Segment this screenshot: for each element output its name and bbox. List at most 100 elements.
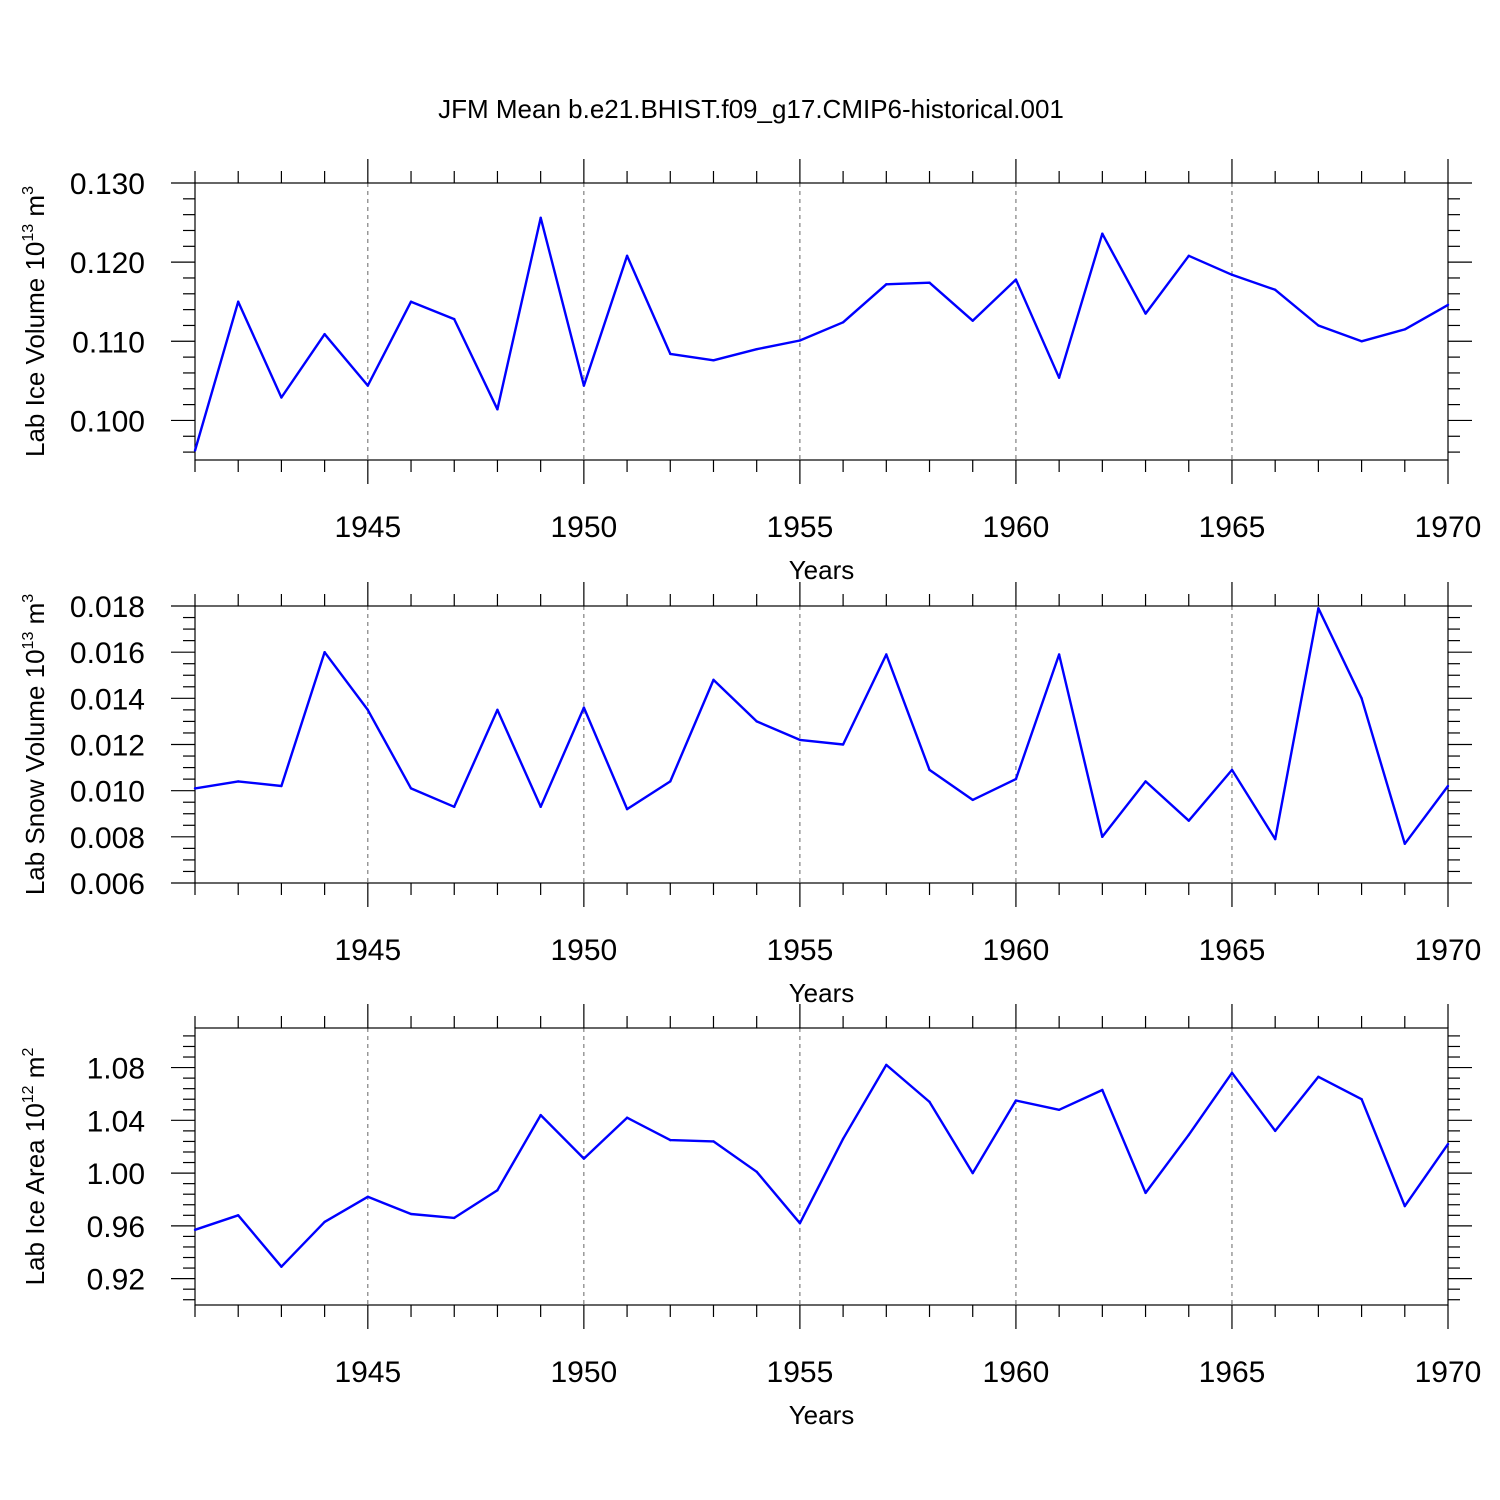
series-line [194,607,1449,845]
data-point [755,1170,758,1173]
data-point [1230,273,1234,277]
x-tick-label: 1945 [334,511,401,544]
x-tick-label: 1950 [550,1356,617,1389]
data-point [928,1100,931,1104]
data-point [1144,780,1147,783]
data-point [453,805,456,809]
y-tick-label: 0.018 [70,591,145,624]
data-point [539,216,542,220]
y-tick-label: 0.010 [70,776,145,809]
data-point [928,281,931,284]
data-point [755,720,758,723]
data-point [496,408,499,411]
y-axis-label-text: m [20,1057,50,1086]
data-point [323,332,326,336]
y-axis-label-superscript: 12 [20,1085,37,1103]
data-point [280,396,283,399]
data-point [409,787,413,790]
data-point [1273,1129,1277,1133]
y-axis-label: Lab Snow Volume 1013 m3 [20,594,50,895]
y-tick-label: 0.012 [70,730,145,763]
x-tick-label: 1960 [983,1356,1050,1389]
data-point [1403,842,1406,845]
x-axis-label: Years [789,555,855,585]
y-axis-label: Lab Ice Volume 1013 m3 [20,186,50,457]
data-point [712,359,715,362]
data-point [1057,653,1061,656]
data-point [841,743,845,746]
data-point [1057,376,1061,379]
y-tick-label: 0.92 [87,1264,145,1297]
y-axis-label-superscript: 3 [20,186,37,195]
data-point [539,805,542,809]
data-point [1317,324,1320,327]
data-point [1360,697,1363,700]
x-tick-label: 1965 [1199,1356,1266,1389]
data-point [712,1140,715,1143]
data-point [496,708,499,712]
data-point [237,1214,240,1217]
data-point [323,650,326,654]
data-point [625,807,629,811]
data-point [582,1157,586,1160]
y-tick-label: 0.008 [70,822,145,855]
data-point [1317,607,1320,610]
y-tick-label: 1.04 [87,1105,145,1138]
y-axis-label-text: Lab Ice Area 10 [20,1103,50,1285]
data-point [1446,303,1450,307]
data-point [1144,1191,1147,1195]
y-tick-label: 0.006 [70,868,145,901]
y-axis-label: Lab Ice Area 1012 m2 [20,1048,50,1286]
x-tick-label: 1950 [550,511,617,544]
plot-frame [194,1027,1449,1306]
data-point [798,738,802,742]
data-point [841,1137,845,1141]
x-tick-label: 1960 [983,511,1050,544]
x-axis-label: Years [789,978,855,1008]
data-point [885,283,888,286]
data-point [1101,1088,1104,1092]
data-point [971,798,974,802]
data-point [237,780,240,783]
data-point [798,339,802,342]
data-point [453,317,456,321]
data-point [280,784,283,788]
data-point [1403,328,1406,331]
data-point [1360,1098,1363,1101]
y-axis-label-text: m [20,195,50,224]
y-axis-label-superscript: 2 [20,1048,37,1057]
y-axis-label-text: Lab Ice Volume 10 [20,242,50,457]
data-point [885,1063,888,1067]
data-point [1446,1142,1450,1146]
data-point [1014,777,1018,781]
data-point [1273,288,1277,292]
data-point [669,352,672,356]
y-tick-label: 1.00 [87,1158,145,1191]
y-axis-label-text: m [20,603,50,632]
data-point [496,1189,499,1192]
data-point [841,321,845,324]
data-point [366,708,370,712]
data-point [1014,1099,1018,1102]
data-point [582,706,586,709]
data-point [1187,1133,1190,1137]
data-point [1101,232,1104,235]
data-point [669,780,672,783]
y-tick-label: 1.08 [87,1053,145,1086]
y-tick-label: 0.014 [70,683,145,716]
y-tick-label: 0.130 [70,168,145,201]
data-point [798,1222,802,1225]
data-point [1187,254,1190,258]
y-axis-label-text: Lab Snow Volume 10 [20,649,50,895]
data-point [582,384,586,387]
y-tick-label: 0.100 [70,405,145,438]
y-tick-label: 0.110 [72,326,145,359]
x-tick-label: 1970 [1415,511,1482,544]
chart-panel-1: 0.100 0.110 0.120 0.130 1945 1950 1955 1960 1965… [20,159,1481,585]
data-point [625,254,629,258]
data-point [1230,1071,1234,1075]
data-point [755,348,758,351]
y-tick-label: 0.016 [70,637,145,670]
data-point [193,787,197,790]
